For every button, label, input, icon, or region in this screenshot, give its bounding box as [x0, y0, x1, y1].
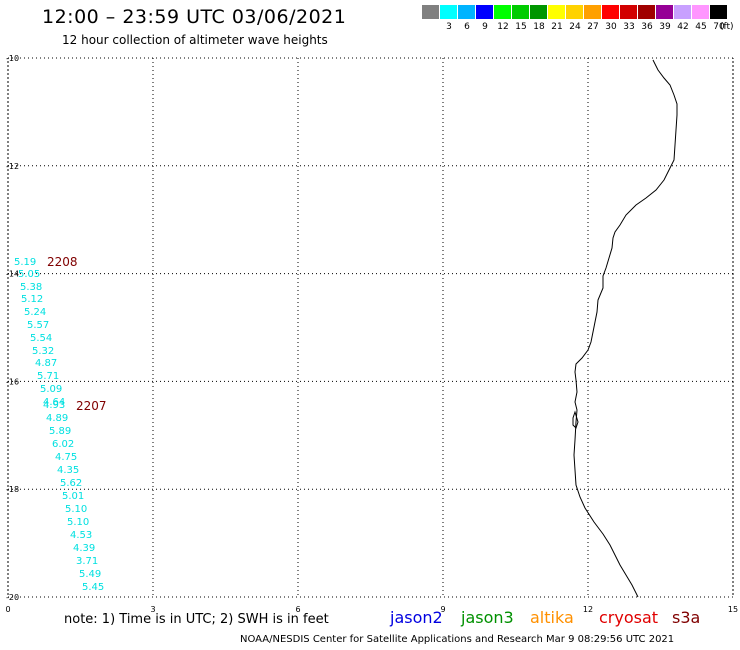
- legend-swatch: [674, 5, 691, 19]
- legend-label: 30: [605, 22, 617, 32]
- x-tick-label: 9: [440, 605, 445, 614]
- legend-unit: (ft): [720, 22, 734, 32]
- wave-height-label: 5.19: [14, 257, 36, 268]
- satellite-s3a-label: s3a: [672, 608, 701, 627]
- wave-height-label: 5.45: [82, 582, 104, 593]
- y-tick-label: -10: [6, 54, 19, 63]
- wave-height-label: 5.09: [40, 384, 62, 395]
- footer-note: note: 1) Time is in UTC; 2) SWH is in fe…: [64, 612, 329, 627]
- map-frame: [7, 57, 734, 598]
- legend-label: 39: [659, 22, 671, 32]
- legend-label: 18: [533, 22, 545, 32]
- legend-label: 45: [695, 22, 707, 32]
- x-tick-label: 12: [583, 605, 593, 614]
- legend-label: 24: [569, 22, 581, 32]
- y-tick-label: -20: [6, 593, 19, 602]
- x-tick-label: 15: [728, 605, 738, 614]
- wave-height-label: 5.10: [65, 504, 87, 515]
- wave-height-label: 5.05: [18, 269, 40, 280]
- x-tick-label: 6: [295, 605, 300, 614]
- coastline: [573, 59, 678, 598]
- y-tick-label: -18: [6, 485, 19, 494]
- legend-label: 70: [713, 22, 725, 32]
- legend-swatch: [584, 5, 601, 19]
- wave-height-label: 5.57: [27, 320, 49, 331]
- wave-height-label: 3.71: [76, 556, 98, 567]
- legend-label: 36: [641, 22, 653, 32]
- legend-swatch: [458, 5, 475, 19]
- x-tick-label: 0: [5, 605, 10, 614]
- page-subtitle: 12 hour collection of altimeter wave hei…: [62, 33, 328, 47]
- legend-swatch: [422, 5, 439, 19]
- satellite-jason3-label: jason3: [461, 608, 514, 627]
- legend-label: 27: [587, 22, 599, 32]
- wave-height-label: 5.62: [60, 478, 82, 489]
- wave-height-label: 4.35: [57, 465, 79, 476]
- legend-swatch: [692, 5, 709, 19]
- legend-swatch: [566, 5, 583, 19]
- wave-height-label: 4.39: [73, 543, 95, 554]
- legend-swatch: [638, 5, 655, 19]
- legend-swatch: [476, 5, 493, 19]
- wave-height-label: 4.64: [43, 397, 65, 408]
- legend-label: 42: [677, 22, 689, 32]
- satellite-cryosat-label: cryosat: [599, 608, 659, 627]
- legend-label: 12: [497, 22, 509, 32]
- legend-label: 6: [464, 22, 470, 32]
- legend-swatch: [548, 5, 565, 19]
- wave-height-label: 5.38: [20, 282, 42, 293]
- wave-height-label: 5.71: [37, 371, 59, 382]
- wave-height-label: 5.01: [62, 491, 84, 502]
- wave-height-label: 5.49: [79, 569, 101, 580]
- legend-label: 9: [482, 22, 488, 32]
- wave-height-label: 5.89: [49, 426, 71, 437]
- island: [572, 410, 579, 429]
- wave-height-label: 5.10: [67, 517, 89, 528]
- legend-swatch: [710, 5, 727, 19]
- legend-label: 21: [551, 22, 563, 32]
- y-tick-label: -16: [6, 377, 19, 386]
- legend-swatch: [530, 5, 547, 19]
- wave-height-label: 4.93: [43, 400, 65, 411]
- legend-swatch: [494, 5, 511, 19]
- satellite-jason2-label: jason2: [390, 608, 443, 627]
- satellite-altika-label: altika: [530, 608, 574, 627]
- wave-height-label: 4.87: [35, 358, 57, 369]
- y-tick-label: -12: [6, 162, 19, 171]
- legend-label: 33: [623, 22, 635, 32]
- wave-height-label: 5.12: [21, 294, 43, 305]
- pass-label: 2207: [76, 399, 107, 413]
- legend-swatch: [656, 5, 673, 19]
- wave-height-label: 4.75: [55, 452, 77, 463]
- legend-swatch: [602, 5, 619, 19]
- x-tick-label: 3: [150, 605, 155, 614]
- legend-swatch: [620, 5, 637, 19]
- legend-label: 3: [446, 22, 452, 32]
- page-title: 12:00 – 23:59 UTC 03/06/2021: [42, 6, 347, 28]
- wave-height-label: 5.32: [32, 346, 54, 357]
- legend-label: 15: [515, 22, 527, 32]
- wave-height-label: 5.54: [30, 333, 52, 344]
- credit-line: NOAA/NESDIS Center for Satellite Applica…: [240, 634, 675, 645]
- wave-height-label: 4.53: [70, 530, 92, 541]
- legend-swatch: [512, 5, 529, 19]
- wave-height-label: 6.02: [52, 439, 74, 450]
- wave-height-label: 5.24: [24, 307, 46, 318]
- y-tick-label: -14: [6, 270, 19, 279]
- wave-height-label: 4.89: [46, 413, 68, 424]
- legend-swatch: [440, 5, 457, 19]
- pass-label: 2208: [47, 255, 78, 269]
